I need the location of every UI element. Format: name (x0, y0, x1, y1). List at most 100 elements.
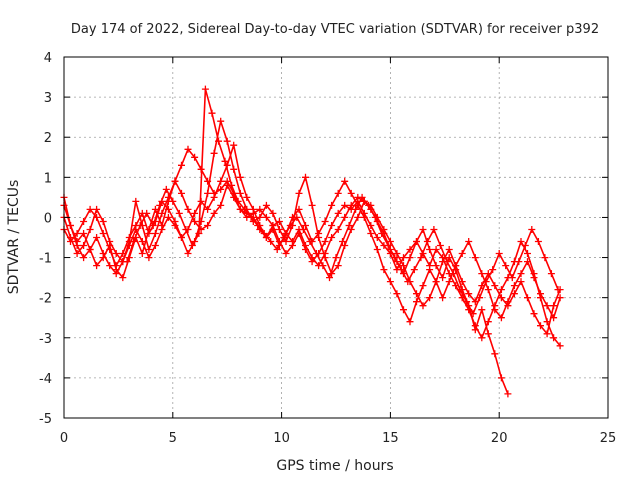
data-point (491, 350, 499, 358)
data-point (524, 258, 531, 266)
data-point (93, 213, 101, 221)
data-point (321, 218, 329, 225)
data-point (289, 238, 296, 245)
data-point (80, 254, 88, 262)
data-point (269, 226, 277, 233)
data-point (393, 250, 401, 257)
data-point (413, 298, 420, 306)
data-point (112, 250, 120, 257)
data-point (358, 193, 366, 201)
data-point (471, 322, 479, 330)
data-point (164, 205, 172, 213)
data-point (204, 189, 212, 197)
data-point (413, 238, 420, 245)
data-point (145, 230, 153, 237)
data-point (151, 230, 159, 237)
x-tick-label: 5 (169, 431, 177, 446)
data-point (293, 213, 301, 221)
data-point (119, 274, 127, 282)
data-point (497, 294, 505, 302)
data-point (204, 205, 212, 213)
data-point (497, 374, 505, 382)
data-point (106, 246, 114, 253)
data-point (345, 222, 353, 229)
data-point (156, 201, 164, 209)
data-point (515, 258, 523, 266)
data-point (502, 262, 510, 270)
data-point (445, 246, 453, 253)
data-point (308, 254, 316, 262)
data-point (391, 254, 399, 262)
data-point (458, 250, 466, 257)
data-point (162, 185, 170, 193)
data-point (221, 157, 229, 165)
data-point (436, 242, 444, 249)
data-point (217, 201, 225, 209)
data-point (439, 274, 447, 282)
data-point (217, 117, 225, 125)
series-track-3 (60, 117, 564, 338)
data-point (524, 294, 531, 302)
data-point (373, 246, 381, 253)
data-point (315, 230, 323, 237)
data-point (67, 238, 74, 245)
data-point (201, 85, 209, 93)
data-point (234, 197, 242, 205)
data-point (426, 246, 434, 253)
data-point (432, 278, 440, 286)
data-point (210, 149, 218, 157)
data-point (554, 286, 562, 294)
data-point (530, 274, 538, 282)
data-point (302, 222, 309, 229)
data-point (138, 250, 146, 257)
data-point (328, 234, 336, 241)
x-tick-label: 25 (600, 431, 617, 446)
data-point (484, 286, 492, 294)
data-point (334, 226, 342, 233)
data-point (302, 242, 309, 249)
data-point (145, 254, 153, 262)
data-point (164, 213, 172, 221)
data-point (471, 254, 479, 262)
data-point (73, 242, 81, 249)
data-point (230, 165, 238, 173)
data-point (106, 238, 114, 245)
data-point (243, 193, 251, 201)
data-point (112, 270, 120, 278)
chart-title: Day 174 of 2022, Sidereal Day-to-day VTE… (71, 22, 599, 37)
data-point (151, 242, 159, 249)
data-point (188, 242, 196, 249)
data-point (547, 270, 555, 278)
data-point (354, 213, 362, 221)
data-point (495, 250, 503, 257)
data-point (178, 161, 185, 169)
plot-frame (63, 56, 609, 419)
data-point (378, 230, 386, 237)
data-point (299, 226, 307, 233)
y-tick-label: 4 (44, 51, 52, 66)
data-point (191, 153, 199, 161)
data-point (99, 250, 107, 257)
y-axis-label: SDTVAR / TECUs (6, 180, 22, 295)
y-tick-label: 2 (44, 131, 52, 146)
data-point (262, 201, 270, 209)
data-point (432, 246, 440, 253)
data-point (347, 201, 355, 209)
data-point (191, 209, 199, 217)
data-point (93, 234, 101, 241)
data-point (175, 209, 183, 217)
data-point (223, 137, 231, 145)
data-point (393, 290, 401, 298)
data-point (426, 294, 434, 302)
data-point (352, 205, 360, 213)
data-point (171, 177, 179, 185)
y-tick-label: 1 (44, 171, 52, 186)
data-point (228, 181, 236, 189)
data-point (537, 290, 544, 298)
data-point (308, 201, 316, 209)
y-tick-label: -1 (39, 252, 52, 267)
data-point (406, 318, 414, 326)
data-point (550, 314, 558, 322)
data-point (260, 230, 268, 237)
data-point (550, 334, 558, 342)
